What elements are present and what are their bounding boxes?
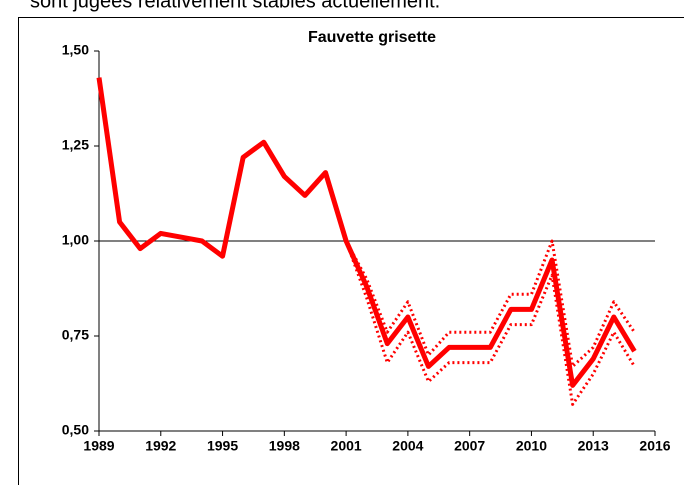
x-tick-label: 2004 xyxy=(392,438,423,454)
ci-line xyxy=(344,239,636,368)
x-tick-label: 1989 xyxy=(83,438,114,454)
x-tick-label: 1998 xyxy=(269,438,300,454)
x-tick-label: 2010 xyxy=(516,438,547,454)
frame xyxy=(18,17,684,485)
caption: sont jugées relativement stables actuell… xyxy=(30,0,440,12)
trend-line xyxy=(96,77,637,388)
x-tick-label: 2001 xyxy=(331,438,362,454)
y-tick-label: 1,50 xyxy=(62,42,89,58)
y-tick-label: 0,50 xyxy=(62,422,89,438)
y-tick-label: 1,25 xyxy=(62,137,89,153)
y-tick-label: 0,75 xyxy=(62,327,89,343)
chart-title: Fauvette grisette xyxy=(308,29,436,46)
ci-line xyxy=(344,240,636,406)
x-tick-label: 2007 xyxy=(454,438,485,454)
x-tick-label: 2016 xyxy=(639,438,670,454)
x-tick-label: 1995 xyxy=(207,438,238,454)
x-tick-label: 1992 xyxy=(145,438,176,454)
x-tick-label: 2013 xyxy=(578,438,609,454)
y-tick-label: 1,00 xyxy=(62,232,89,248)
